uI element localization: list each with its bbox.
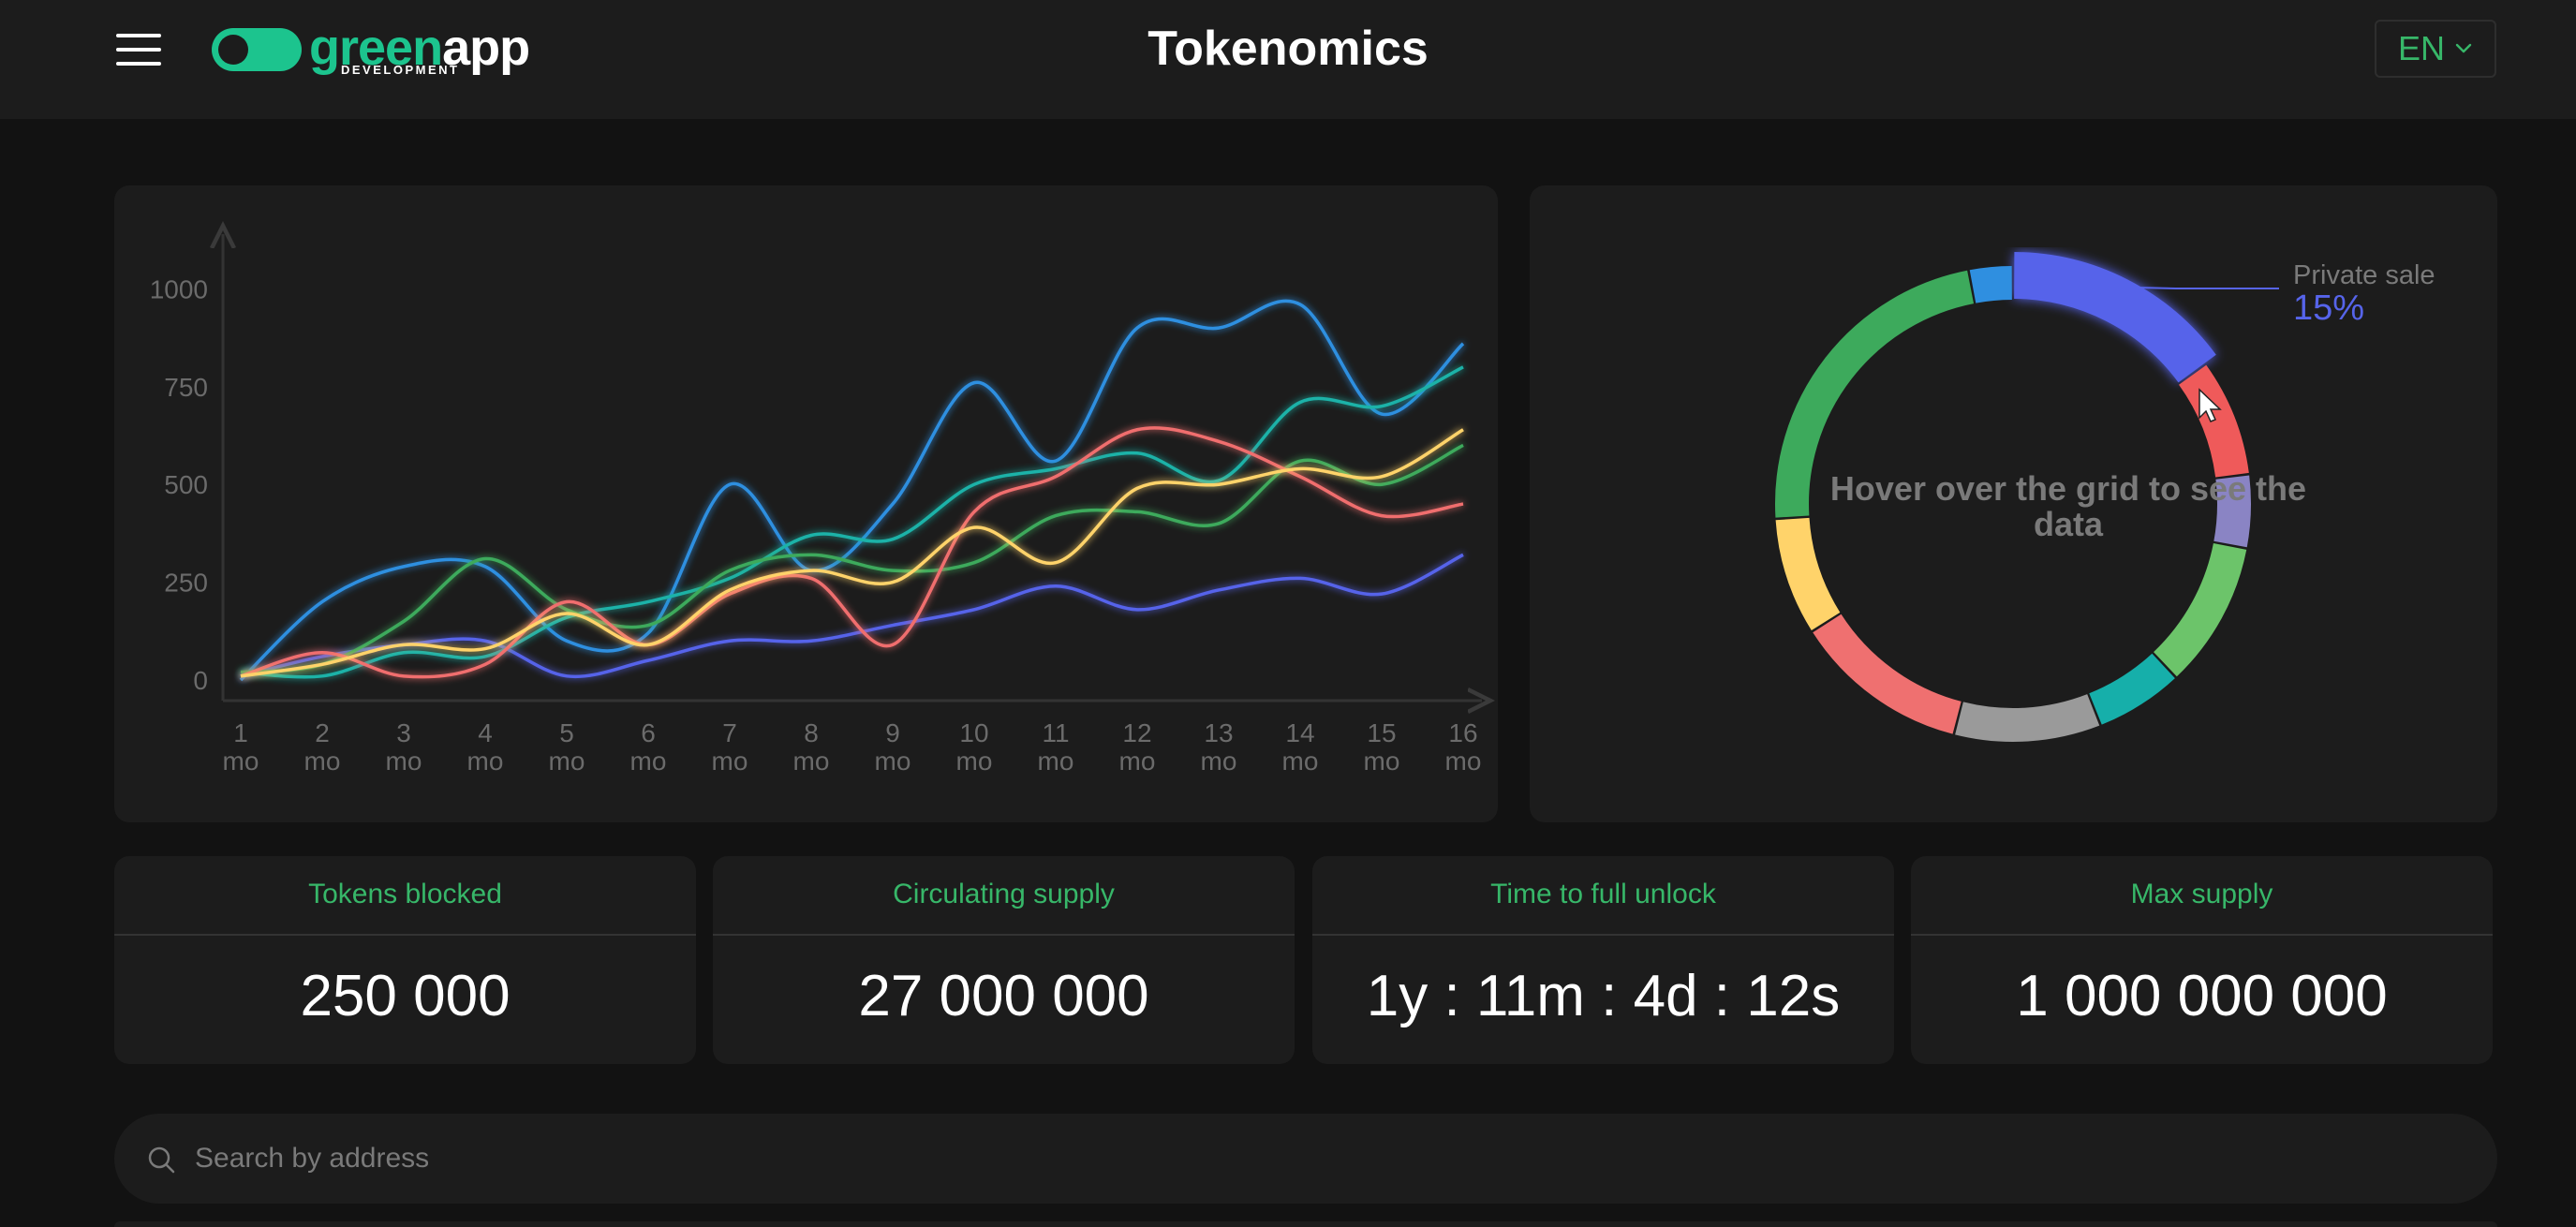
logo-text-green: green <box>309 20 443 76</box>
x-tick-label: 15 <box>1367 718 1396 747</box>
x-tick-label: 1 <box>233 718 248 747</box>
y-tick-label: 0 <box>193 666 208 695</box>
top-header: greenapp DEVELOPMENT Tokenomics EN <box>0 0 2576 119</box>
x-tick-label: 6 <box>641 718 656 747</box>
donut-segment <box>1775 270 1975 518</box>
x-tick-unit: mo <box>1445 747 1482 776</box>
stat-card-tokens-blocked: Tokens blocked 250 000 <box>114 856 696 1064</box>
donut-segment <box>1813 614 1962 734</box>
page-title: Tokenomics <box>1147 22 1429 76</box>
donut-segment <box>2013 252 2216 383</box>
stat-label: Time to full unlock <box>1490 879 1716 909</box>
donut-chart[interactable] <box>1530 185 2497 822</box>
donut-callout-value: 15% <box>2293 288 2365 328</box>
x-tick-unit: mo <box>1364 747 1400 776</box>
x-tick-unit: mo <box>1038 747 1074 776</box>
x-tick-unit: mo <box>386 747 422 776</box>
stat-card-circulating-supply: Circulating supply 27 000 000 <box>713 856 1295 1064</box>
x-tick-unit: mo <box>712 747 748 776</box>
x-tick-label: 8 <box>804 718 819 747</box>
donut-callout-label: Private sale <box>2293 260 2435 290</box>
donut-segment <box>2178 364 2249 478</box>
x-tick-unit: mo <box>1119 747 1156 776</box>
divider <box>1911 934 2493 936</box>
line-chart-card: 0 250 500 750 1000 1 mo 2 mo 3 mo 4 mo 5 mo 6 mo 7 mo 8 mo 9 m… <box>114 185 1498 822</box>
logo-toggle-mark <box>212 28 302 71</box>
y-tick-label: 250 <box>164 569 208 598</box>
divider <box>713 934 1295 936</box>
stat-label: Tokens blocked <box>308 879 502 909</box>
stat-value: 1y : 11m : 4d : 12s <box>1366 964 1841 1028</box>
x-tick-label: 10 <box>959 718 988 747</box>
stat-label: Circulating supply <box>893 879 1115 909</box>
x-tick-label: 14 <box>1285 718 1314 747</box>
line-series <box>239 299 1465 682</box>
stat-label: Max supply <box>2130 879 2273 909</box>
x-tick-label: 13 <box>1204 718 1233 747</box>
search-icon <box>148 1146 175 1174</box>
x-tick-label: 2 <box>315 718 330 747</box>
line-series <box>240 365 1464 679</box>
donut-segment <box>2088 653 2175 725</box>
stat-value: 250 000 <box>300 964 511 1028</box>
menu-icon[interactable] <box>116 34 161 66</box>
x-tick-unit: mo <box>1201 747 1237 776</box>
x-tick-label: 5 <box>559 718 574 747</box>
donut-center-hint: Hover over the grid to see the data <box>1829 469 2307 543</box>
x-tick-label: 11 <box>1042 718 1069 747</box>
donut-segment <box>2213 475 2251 548</box>
x-tick-unit: mo <box>630 747 667 776</box>
line-series <box>240 428 1464 678</box>
x-tick-unit: mo <box>223 747 259 776</box>
x-tick-unit: mo <box>793 747 830 776</box>
donut-segment <box>2153 542 2247 677</box>
x-tick-unit: mo <box>304 747 341 776</box>
donut-segment <box>1969 266 2013 303</box>
line-series <box>240 553 1464 679</box>
y-tick-label: 500 <box>164 470 208 499</box>
logo-text-white: app <box>442 20 530 76</box>
line-chart[interactable]: 025050075010001mo2mo3mo4mo5mo6mo7mo8mo9m… <box>114 185 1498 822</box>
table-top-edge <box>114 1221 2497 1227</box>
x-tick-label: 7 <box>722 718 737 747</box>
chevron-down-icon <box>2455 43 2472 53</box>
line-series <box>240 443 1464 674</box>
line-series <box>240 426 1464 679</box>
x-tick-label: 16 <box>1448 718 1477 747</box>
cursor-icon <box>2198 388 2222 422</box>
x-tick-label: 9 <box>885 718 900 747</box>
y-tick-label: 1000 <box>150 274 208 303</box>
x-tick-unit: mo <box>875 747 911 776</box>
x-tick-unit: mo <box>956 747 993 776</box>
donut-segment <box>1955 693 2100 742</box>
divider <box>1312 934 1894 936</box>
stat-value: 1 000 000 000 <box>2016 964 2388 1028</box>
stat-card-max-supply: Max supply 1 000 000 000 <box>1911 856 2493 1064</box>
y-tick-label: 750 <box>164 373 208 402</box>
language-selector[interactable]: EN <box>2375 20 2496 78</box>
x-tick-label: 3 <box>396 718 411 747</box>
stat-value: 27 000 000 <box>858 964 1149 1028</box>
search-bar <box>114 1114 2497 1204</box>
x-tick-unit: mo <box>549 747 585 776</box>
x-tick-label: 12 <box>1122 718 1151 747</box>
divider <box>114 934 696 936</box>
logo-subtitle: DEVELOPMENT <box>341 63 460 77</box>
search-input[interactable] <box>195 1114 2443 1204</box>
logo[interactable]: greenapp DEVELOPMENT <box>212 20 530 79</box>
language-label: EN <box>2397 29 2445 67</box>
donut-segment <box>1775 517 1841 630</box>
x-tick-unit: mo <box>1282 747 1319 776</box>
stat-card-time-to-unlock: Time to full unlock 1y : 11m : 4d : 12s <box>1312 856 1894 1064</box>
x-tick-label: 4 <box>478 718 493 747</box>
donut-chart-card: Hover over the grid to see the data Priv… <box>1530 185 2497 822</box>
x-tick-unit: mo <box>467 747 504 776</box>
